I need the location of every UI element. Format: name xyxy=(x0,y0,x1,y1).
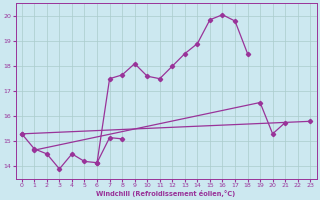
X-axis label: Windchill (Refroidissement éolien,°C): Windchill (Refroidissement éolien,°C) xyxy=(96,190,236,197)
